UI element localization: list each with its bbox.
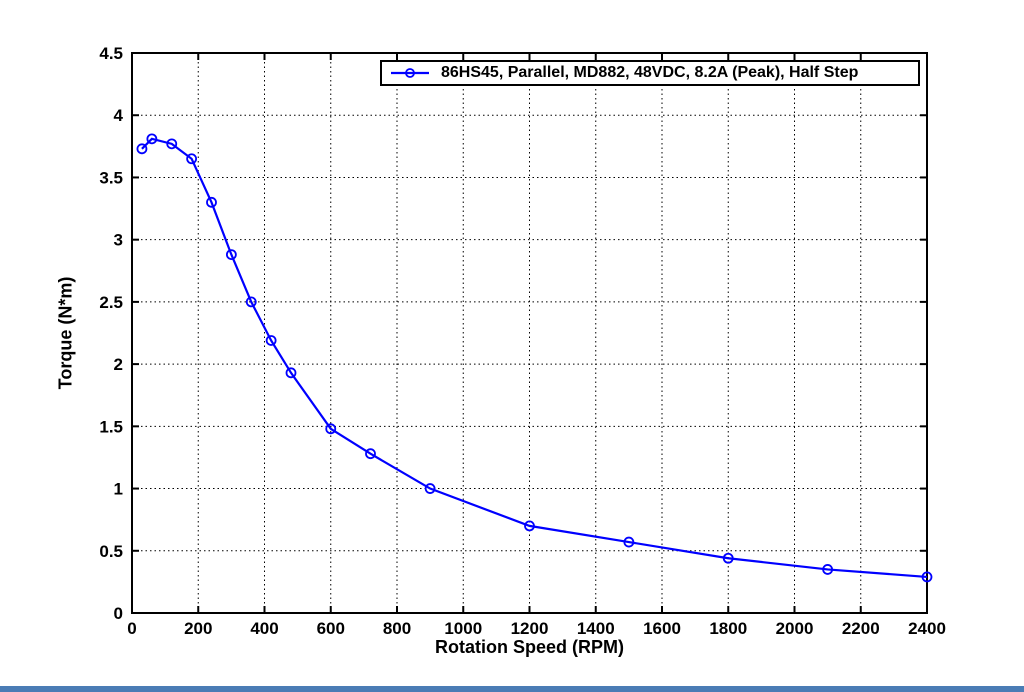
legend-line-marker-icon xyxy=(391,68,429,78)
data-point-marker xyxy=(265,335,277,346)
x-tick-label: 1600 xyxy=(643,619,681,638)
x-tick-label: 0 xyxy=(127,619,136,638)
data-point-marker xyxy=(225,249,237,261)
data-point-marker xyxy=(136,143,148,155)
x-tick-label: 2400 xyxy=(908,619,946,638)
data-point-marker xyxy=(424,483,436,494)
y-tick-label: 2.5 xyxy=(99,293,123,312)
data-point-marker xyxy=(206,196,217,208)
legend-box: 86HS45, Parallel, MD882, 48VDC, 8.2A (Pe… xyxy=(380,60,920,86)
y-tick-label: 3 xyxy=(114,231,123,250)
x-tick-label: 1800 xyxy=(709,619,747,638)
x-tick-label: 800 xyxy=(383,619,411,638)
x-tick-label: 600 xyxy=(317,619,345,638)
x-tick-label: 1000 xyxy=(444,619,482,638)
torque-curve xyxy=(141,137,928,579)
y-tick-label: 4.5 xyxy=(99,44,123,63)
x-axis-title: Rotation Speed (RPM) xyxy=(435,637,624,657)
data-point-marker xyxy=(921,571,933,583)
y-tick-label: 0.5 xyxy=(99,542,123,561)
y-tick-label: 4 xyxy=(114,106,124,125)
y-tick-label: 0 xyxy=(114,604,123,623)
legend-series-label: 86HS45, Parallel, MD882, 48VDC, 8.2A (Pe… xyxy=(441,64,859,81)
x-tick-label: 2000 xyxy=(776,619,814,638)
data-point-marker xyxy=(166,138,178,150)
x-tick-label: 2200 xyxy=(842,619,880,638)
data-point-marker xyxy=(822,564,834,575)
data-point-marker xyxy=(722,552,734,564)
data-point-marker xyxy=(186,153,198,165)
data-point-marker xyxy=(524,520,535,532)
x-tick-label: 400 xyxy=(250,619,278,638)
y-tick-label: 1.5 xyxy=(99,417,123,436)
y-tick-label: 2 xyxy=(114,355,123,374)
x-tick-label: 200 xyxy=(184,619,212,638)
data-point-marker xyxy=(245,296,257,308)
data-point-marker xyxy=(623,536,635,548)
data-point-marker xyxy=(325,423,337,435)
y-tick-label: 1 xyxy=(114,480,123,499)
y-tick-label: 3.5 xyxy=(99,168,123,187)
data-point-marker xyxy=(365,448,376,460)
bottom-accent-bar xyxy=(0,686,1024,692)
data-point-marker xyxy=(146,133,158,145)
x-tick-label: 1200 xyxy=(511,619,549,638)
y-axis-title: Torque (N*m) xyxy=(55,276,76,390)
x-tick-label: 1400 xyxy=(577,619,615,638)
data-point-marker xyxy=(285,367,297,379)
